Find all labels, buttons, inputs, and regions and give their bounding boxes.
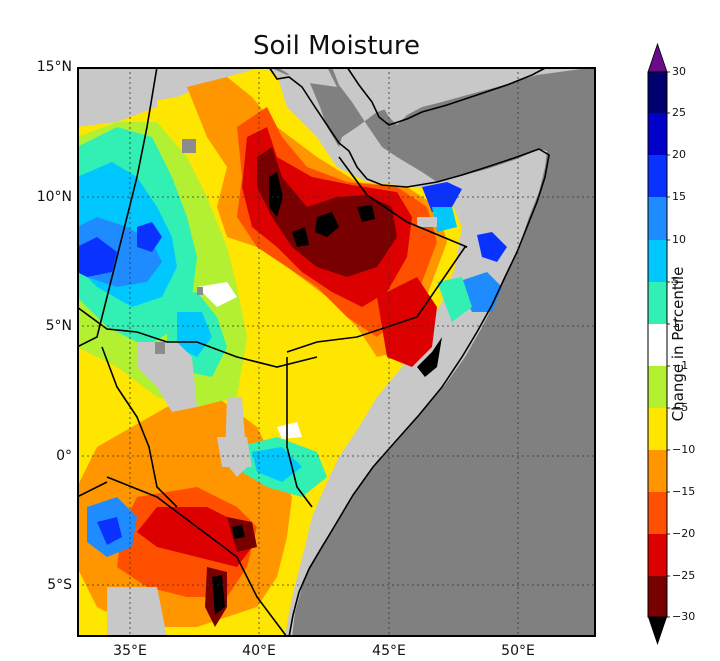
gridlines [77, 67, 596, 637]
map-frame [77, 67, 596, 637]
dark-masked-patches [155, 139, 203, 354]
cb-tick-m15: −15 [672, 485, 696, 498]
cb-tick-10: 10 [672, 233, 686, 246]
cb-tick-m30: −30 [672, 610, 696, 623]
cb-tick-25: 25 [672, 106, 686, 119]
borders [77, 67, 550, 637]
x-tick-40e: 40°E [242, 643, 276, 659]
cb-tick-5: 5 [672, 275, 679, 288]
cb-tick-30: 30 [672, 65, 686, 78]
cb-tick-m1: −1 [672, 359, 689, 372]
cb-tick-1: 1 [672, 317, 679, 330]
y-tick-10n: 10°N [36, 189, 72, 205]
y-tick-15n: 15°N [36, 59, 72, 75]
y-tick-0: 0° [56, 448, 72, 464]
y-tick-5s: 5°S [47, 577, 72, 593]
y-tick-5n: 5°N [45, 318, 72, 334]
x-tick-50e: 50°E [501, 643, 535, 659]
cb-tick-m5: −5 [672, 401, 689, 414]
cb-tick-m25: −25 [672, 569, 696, 582]
cb-tick-m20: −20 [672, 527, 696, 540]
cb-tick-20: 20 [672, 148, 686, 161]
masked-patches [77, 67, 437, 637]
soil-moisture-map [77, 67, 596, 637]
chart-title: Soil Moisture [252, 31, 421, 61]
cb-tick-m10: −10 [672, 443, 696, 456]
colorbar-label: Change in Percentile [669, 266, 687, 422]
x-tick-35e: 35°E [113, 643, 147, 659]
x-tick-45e: 45°E [372, 643, 406, 659]
land-arabia [347, 67, 596, 125]
cb-tick-15: 15 [672, 190, 686, 203]
contour-field [77, 67, 507, 637]
colorbar [647, 42, 670, 645]
